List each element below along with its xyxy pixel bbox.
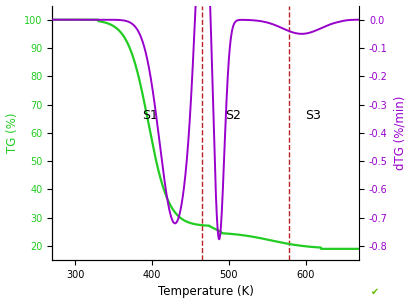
Y-axis label: dTG (%/min): dTG (%/min) bbox=[393, 96, 407, 170]
Text: S2: S2 bbox=[225, 109, 241, 123]
Text: S1: S1 bbox=[143, 109, 158, 123]
Text: ✔: ✔ bbox=[371, 287, 379, 297]
Text: S3: S3 bbox=[305, 109, 321, 123]
Y-axis label: TG (%): TG (%) bbox=[5, 112, 19, 153]
X-axis label: Temperature (K): Temperature (K) bbox=[158, 285, 254, 299]
